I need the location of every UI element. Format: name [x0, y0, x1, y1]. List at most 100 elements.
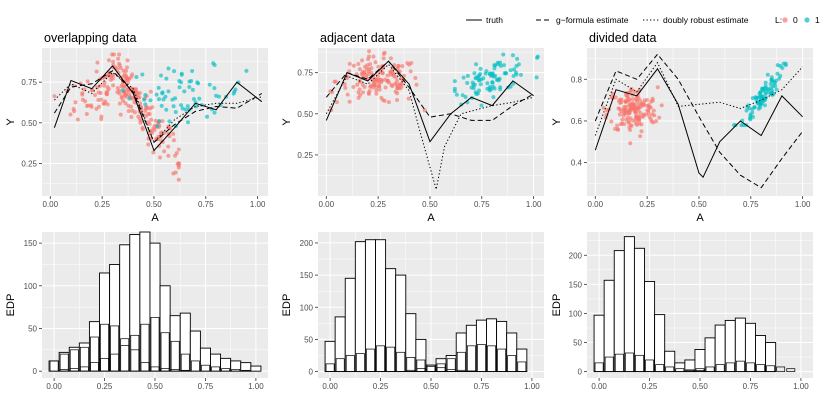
- hist-bar-total: [129, 234, 141, 372]
- scatter-point-L1: [508, 68, 513, 73]
- hist-bar-total: [99, 272, 111, 372]
- panel-edp-overlapping: 0.00 0.25 0.50 0.75 1.00 0 50 100 150 EDP: [5, 231, 268, 391]
- plot-background: [587, 48, 813, 196]
- scatter-point-L0: [166, 153, 171, 158]
- hist-bar-total: [179, 312, 191, 372]
- scatter-point-L0: [633, 121, 638, 126]
- scatter-point-L0: [366, 91, 371, 96]
- scatter-point-L0: [356, 90, 361, 95]
- scatter-point-L0: [171, 171, 176, 176]
- x-tick-label: 0.75: [474, 382, 490, 391]
- scatter-point-L0: [388, 70, 393, 75]
- x-tick-label: 1.00: [526, 200, 542, 209]
- truth-line: [53, 65, 263, 152]
- scatter-point-L1: [750, 110, 755, 115]
- scatter-point-L1: [773, 83, 778, 88]
- scatter-point-L0: [630, 118, 635, 123]
- hist-bar-total: [324, 340, 336, 373]
- hist-bar-total: [765, 342, 777, 373]
- scatter-point-L0: [381, 56, 386, 61]
- hist-bar-total: [465, 324, 477, 373]
- hist-bar-total: [48, 360, 60, 372]
- scatter-point-L0: [158, 155, 163, 160]
- x-tick-label: 0.50: [422, 200, 438, 209]
- hist-bar-L1: [160, 332, 170, 372]
- x-tick-label: 0.25: [642, 382, 658, 391]
- hist-bar-total: [704, 337, 716, 373]
- scatter-point-L1: [760, 94, 765, 99]
- scatter-point-L0: [382, 77, 387, 82]
- y-tick-label: 0.8: [571, 75, 583, 84]
- scatter-point-L0: [152, 127, 157, 132]
- scatter-point-L0: [634, 99, 639, 104]
- scatter-point-L0: [117, 88, 122, 93]
- hist-bar-L1: [756, 364, 765, 372]
- doubly-robust-line: [594, 61, 803, 136]
- y-tick-label: 0: [33, 367, 38, 376]
- scatter-point-L0: [351, 63, 356, 68]
- scatter-point-L0: [351, 85, 356, 90]
- scatter-point-L0: [171, 138, 176, 143]
- scatter-point-L0: [173, 153, 178, 158]
- x-tick-label: 0.25: [370, 200, 386, 209]
- scatter-point-L1: [481, 76, 486, 81]
- hist-bar-L1: [776, 366, 786, 372]
- y-tick-label: 0: [309, 368, 314, 377]
- y-tick-label: 0.50: [21, 119, 37, 128]
- scatter-point-L0: [360, 58, 365, 63]
- scatter-point-L0: [89, 104, 94, 109]
- scatter-point-L0: [347, 69, 352, 74]
- scatter-point-L0: [347, 99, 352, 104]
- scatter-point-L1: [465, 73, 470, 78]
- scatter-point-L0: [413, 76, 418, 81]
- scatter-point-L0: [615, 123, 620, 128]
- hist-bar-L1: [735, 360, 745, 372]
- scatter-point-L1: [498, 63, 503, 68]
- scatter-point-L0: [176, 177, 181, 182]
- scatter-point-L0: [630, 97, 635, 102]
- scatter-point-L0: [635, 105, 640, 110]
- panel-overlapping-data: 0.00 0.25 0.50 0.75 1.00 0.25 0.50 0.75 overlapp…: [5, 31, 268, 224]
- scatter-point-L0: [386, 100, 391, 105]
- scatter-point-L1: [490, 80, 495, 85]
- x-axis-label: A: [151, 212, 159, 224]
- scatter-point-L1: [761, 99, 766, 104]
- hist-bar-total: [199, 347, 211, 372]
- scatter-point-L0: [638, 134, 643, 139]
- scatter-point-L0: [363, 64, 368, 69]
- scatter-point-L0: [118, 112, 123, 117]
- hist-bar-L1: [69, 368, 79, 372]
- scatter-point-L1: [474, 62, 479, 67]
- scatter-point-L1: [157, 119, 162, 124]
- hist-bar-L1: [90, 362, 99, 372]
- scatter-point-L0: [655, 85, 660, 90]
- scatter-point-L0: [357, 67, 362, 72]
- hist-bar-total: [395, 274, 407, 373]
- scatter-point-L0: [75, 117, 80, 122]
- y-tick-label: 150: [24, 239, 38, 248]
- scatter-point-L0: [360, 69, 365, 74]
- scatter-point-L1: [768, 86, 773, 91]
- scatter-point-L0: [121, 98, 126, 103]
- scatter-point-L1: [472, 82, 477, 87]
- scatter-point-L0: [116, 56, 121, 61]
- hist-bar-L1: [221, 368, 231, 372]
- scatter-point-L0: [388, 56, 393, 61]
- scatter-point-L0: [176, 161, 181, 166]
- scatter-point-L0: [96, 104, 101, 109]
- scatter-point-L1: [148, 98, 153, 103]
- scatter-point-L1: [750, 107, 755, 112]
- scatter-point-L0: [160, 119, 165, 124]
- scatter-point-L1: [189, 78, 194, 83]
- scatter-point-L0: [129, 74, 134, 79]
- hist-bar-total: [354, 241, 366, 373]
- scatter-point-L1: [754, 97, 759, 102]
- scatter-point-L0: [626, 119, 631, 124]
- scatter-point-L1: [167, 119, 172, 124]
- scatter-point-L0: [171, 131, 176, 136]
- scatter-point-L1: [501, 63, 506, 68]
- x-tick-label: 1.00: [248, 382, 264, 391]
- hist-bar-L1: [725, 362, 735, 372]
- scatter-point-L0: [122, 72, 127, 77]
- scatter-point-L1: [474, 75, 479, 80]
